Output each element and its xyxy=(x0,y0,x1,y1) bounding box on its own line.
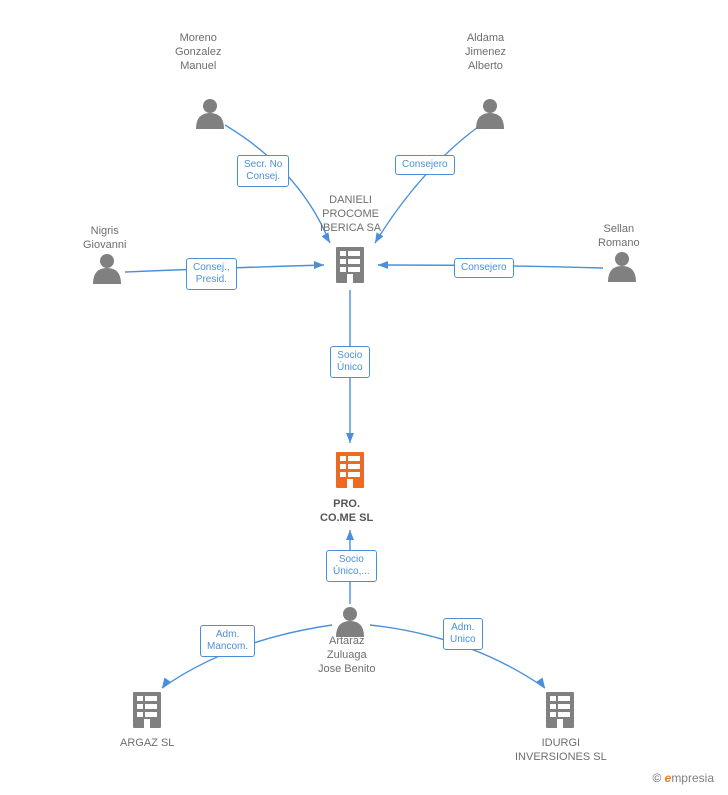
person-icon xyxy=(196,99,224,129)
edge-label: Socio Único xyxy=(330,346,370,378)
person-node[interactable] xyxy=(196,99,224,129)
copyright: © empresia xyxy=(652,771,714,785)
edge-arrowhead xyxy=(314,261,324,269)
edge-label: Adm. Unico xyxy=(443,618,483,650)
node-label: ARGAZ SL xyxy=(120,737,174,751)
edge-arrowhead xyxy=(378,261,388,269)
node-label: IDURGI INVERSIONES SL xyxy=(515,737,607,765)
person-node[interactable] xyxy=(608,252,636,282)
building-icon xyxy=(133,692,161,728)
company-node[interactable] xyxy=(336,452,364,488)
company-node[interactable] xyxy=(133,692,161,728)
copyright-symbol: © xyxy=(652,771,661,785)
brand-rest: mpresia xyxy=(671,771,714,785)
edge-label: Consej., Presid. xyxy=(186,258,237,290)
edge-label: Consejero xyxy=(395,155,455,175)
edge-label: Socio Único,... xyxy=(326,550,377,582)
company-node[interactable] xyxy=(546,692,574,728)
building-icon xyxy=(336,247,364,283)
edge-arrowhead xyxy=(346,433,354,443)
node-label: Nigris Giovanni xyxy=(83,225,126,253)
edge-label: Secr. No Consej. xyxy=(237,155,289,187)
person-node[interactable] xyxy=(93,254,121,284)
node-label: Artaraz Zuluaga Jose Benito xyxy=(318,635,375,676)
node-label: DANIELI PROCOME IBERICA SA xyxy=(320,194,381,235)
edge-label: Consejero xyxy=(454,258,514,278)
person-icon xyxy=(476,99,504,129)
building-icon xyxy=(336,452,364,488)
person-node[interactable] xyxy=(336,607,364,637)
person-icon xyxy=(336,607,364,637)
company-node[interactable] xyxy=(336,247,364,283)
node-label: Moreno Gonzalez Manuel xyxy=(175,32,221,73)
node-label: Aldama Jimenez Alberto xyxy=(465,32,506,73)
node-label: PRO. CO.ME SL xyxy=(320,498,373,526)
node-label: Sellan Romano xyxy=(598,223,640,251)
edge-label: Adm. Mancom. xyxy=(200,625,255,657)
person-icon xyxy=(608,252,636,282)
person-node[interactable] xyxy=(476,99,504,129)
building-icon xyxy=(546,692,574,728)
person-icon xyxy=(93,254,121,284)
edge-arrowhead xyxy=(346,530,354,540)
edge-line xyxy=(375,127,478,243)
